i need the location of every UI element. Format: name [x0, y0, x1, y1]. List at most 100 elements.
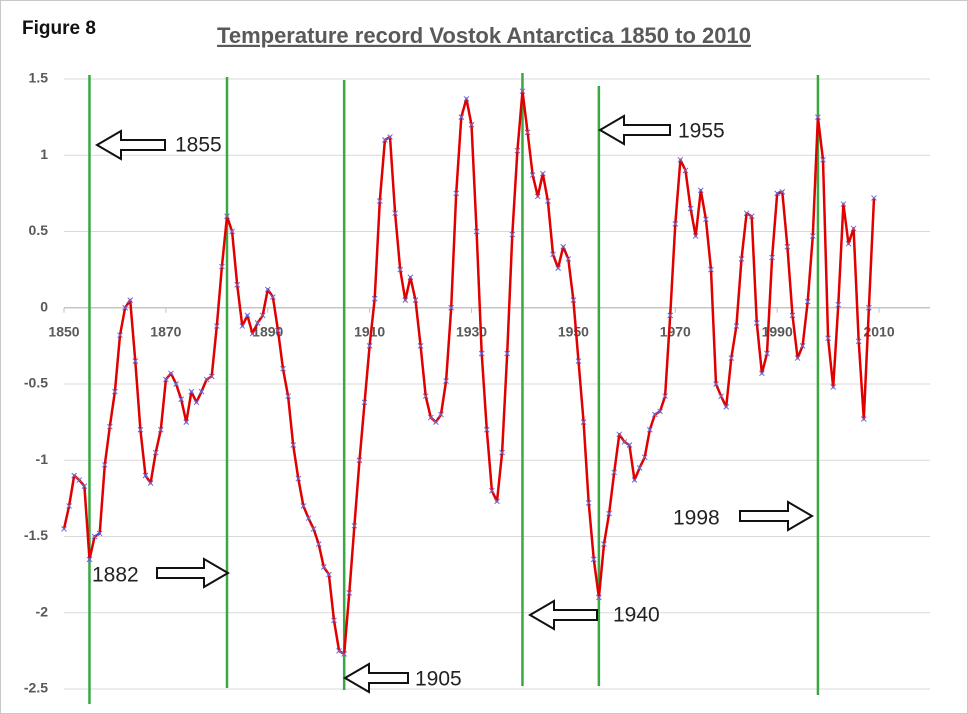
x-tick-label: 1970 — [660, 323, 691, 339]
data-point — [539, 170, 546, 177]
annotation-label: 1955 — [678, 120, 725, 143]
data-point — [122, 304, 128, 311]
data-point — [132, 358, 139, 364]
data-point — [76, 477, 83, 483]
data-point — [81, 483, 88, 490]
data-point — [259, 312, 266, 319]
data-point — [382, 137, 388, 143]
data-point — [601, 541, 607, 547]
data-point — [152, 449, 159, 456]
data-point — [346, 590, 353, 596]
annotation-arrow — [598, 114, 671, 146]
data-point — [397, 266, 404, 273]
data-point — [529, 172, 536, 178]
data-point — [743, 210, 750, 217]
data-point — [458, 114, 465, 120]
data-point — [708, 266, 714, 273]
data-point — [275, 327, 281, 334]
data-point — [860, 416, 867, 422]
data-point — [356, 457, 363, 464]
data-point — [697, 187, 704, 194]
data-point — [703, 216, 709, 223]
data-point — [499, 449, 505, 456]
data-point — [570, 297, 577, 303]
data-point — [784, 243, 791, 250]
data-point — [641, 454, 648, 461]
data-point — [163, 376, 169, 383]
data-point — [300, 503, 307, 509]
data-point — [753, 320, 760, 326]
data-point — [91, 533, 98, 540]
data-point — [646, 426, 653, 433]
data-point — [713, 381, 719, 387]
data-point — [504, 350, 511, 357]
data-point — [820, 156, 826, 163]
data-point — [825, 335, 831, 342]
annotation-label: 1855 — [175, 134, 222, 157]
data-point — [137, 426, 144, 433]
data-point — [127, 297, 134, 303]
data-point — [733, 323, 740, 329]
data-point — [336, 648, 342, 654]
data-point — [320, 564, 327, 570]
data-point — [845, 240, 852, 247]
data-point — [387, 134, 393, 140]
data-point — [494, 498, 500, 505]
x-tick-label: 2010 — [863, 323, 894, 339]
data-point — [550, 251, 556, 258]
data-point — [590, 556, 597, 563]
data-point — [692, 233, 699, 239]
data-point — [738, 256, 745, 262]
data-point — [453, 190, 460, 197]
data-point — [407, 274, 414, 281]
data-point — [422, 393, 429, 400]
data-point — [219, 263, 225, 270]
data-point — [86, 556, 93, 563]
data-point — [224, 213, 230, 220]
data-point — [443, 378, 449, 384]
data-point — [672, 221, 679, 227]
data-point — [478, 350, 485, 357]
x-tick-label: 1890 — [252, 323, 283, 339]
data-point — [157, 426, 164, 433]
data-point — [66, 503, 72, 509]
data-point — [509, 231, 516, 238]
annotation-arrow — [156, 557, 230, 589]
data-point — [376, 198, 383, 204]
data-point — [667, 312, 674, 319]
annotation-arrow — [95, 129, 166, 161]
annotation-label: 1905 — [415, 668, 462, 691]
data-point — [616, 431, 623, 438]
data-point — [427, 414, 434, 421]
y-tick-label: -2 — [36, 603, 49, 619]
data-point — [168, 370, 174, 377]
y-tick-label: -1.5 — [24, 527, 48, 543]
data-point — [524, 129, 531, 136]
annotation-label: 1882 — [92, 564, 139, 587]
data-point — [183, 419, 190, 425]
y-tick-label: -0.5 — [24, 375, 48, 391]
data-point — [254, 320, 261, 326]
data-point — [264, 286, 271, 293]
x-tick-label: 1870 — [150, 323, 181, 339]
data-point — [809, 233, 816, 239]
data-point — [315, 541, 322, 547]
y-tick-label: 0 — [40, 298, 48, 314]
x-tick-label: 1990 — [762, 323, 793, 339]
data-point — [244, 312, 251, 319]
chart-title: Temperature record Vostok Antarctica 185… — [217, 23, 751, 48]
x-tick-label: 1850 — [48, 323, 79, 339]
data-point — [326, 571, 332, 578]
data-point — [341, 651, 348, 657]
data-point — [351, 522, 358, 529]
y-tick-label: 1.5 — [29, 70, 49, 86]
data-point — [728, 355, 735, 361]
data-point — [794, 355, 801, 361]
annotation-label: 1998 — [673, 507, 720, 530]
data-point — [433, 419, 439, 425]
y-tick-label: 0.5 — [29, 222, 49, 238]
data-point — [112, 388, 118, 395]
data-point — [61, 526, 67, 532]
data-point — [412, 297, 419, 303]
